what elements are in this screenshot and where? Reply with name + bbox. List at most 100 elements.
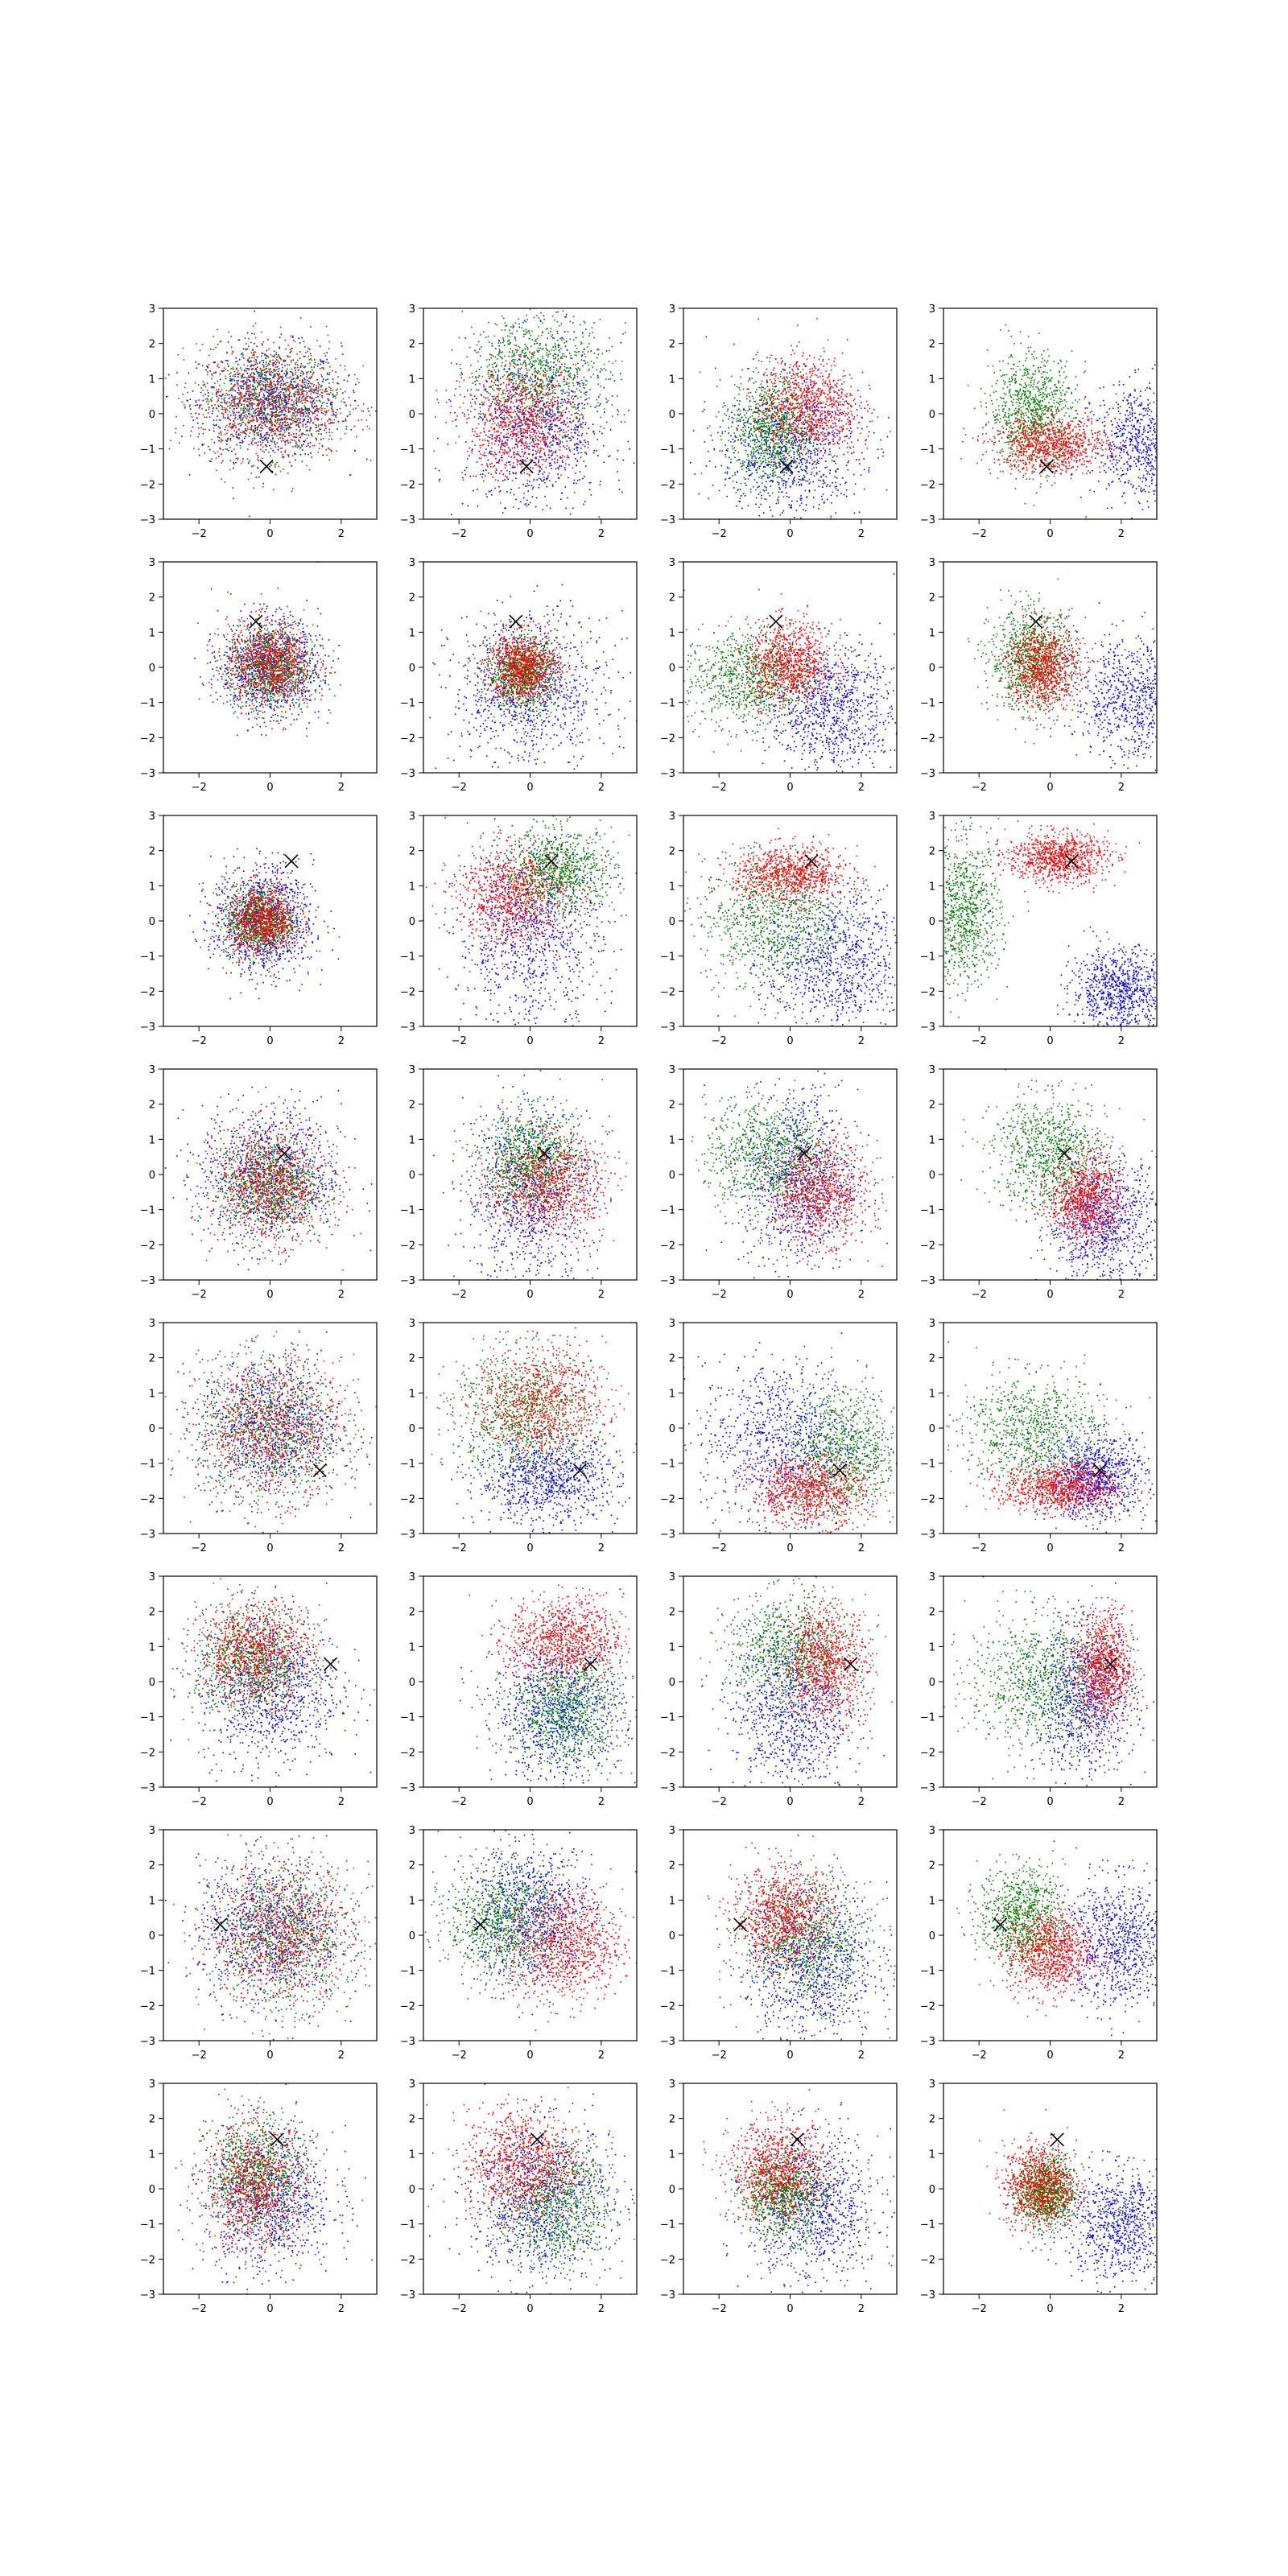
- series-blue-points: [460, 1593, 638, 1790]
- y-tick-label: −3: [140, 1275, 155, 1287]
- x-tick-label: −2: [972, 528, 987, 540]
- x-tick-label: −2: [452, 528, 467, 540]
- y-tick-label: 2: [669, 1860, 675, 1872]
- x-tick-label: −2: [972, 1035, 987, 1047]
- y-tick-label: −2: [660, 2254, 675, 2266]
- series-green-points: [999, 2146, 1091, 2238]
- series-green-points: [197, 592, 336, 732]
- y-tick-label: −3: [400, 1022, 415, 1034]
- x-tick-label: 2: [858, 1796, 865, 1808]
- y-tick-label: −3: [400, 1275, 415, 1287]
- x-tick-label: 0: [1046, 1542, 1053, 1554]
- y-tick-label: −2: [140, 733, 155, 745]
- x-tick-label: 2: [1118, 1796, 1125, 1808]
- x-tick-label: 0: [1046, 1035, 1053, 1047]
- y-tick-label: 3: [929, 303, 935, 316]
- x-tick-label: 2: [858, 782, 865, 794]
- y-tick-label: −3: [400, 514, 415, 526]
- y-tick-label: −3: [920, 2036, 935, 2048]
- x-tick-label: 2: [338, 782, 345, 794]
- series-blue-points: [430, 1826, 637, 2018]
- y-tick-label: 2: [149, 339, 155, 351]
- y-tick-label: 0: [929, 2184, 935, 2196]
- y-tick-label: −2: [400, 986, 415, 998]
- y-tick-label: 2: [929, 592, 935, 605]
- y-tick-label: 3: [669, 811, 675, 823]
- y-tick-label: −1: [140, 1459, 155, 1471]
- y-tick-label: −1: [140, 698, 155, 710]
- y-tick-label: 2: [669, 339, 675, 351]
- x-tick-label: 0: [1046, 2303, 1053, 2315]
- y-tick-label: −2: [920, 479, 935, 491]
- x-tick-label: 0: [526, 2050, 533, 2062]
- y-tick-label: 0: [929, 1423, 935, 1435]
- series-blue-points: [1032, 1841, 1161, 2037]
- y-tick-label: 0: [409, 663, 415, 675]
- y-tick-label: −3: [400, 2036, 415, 2048]
- y-tick-label: 0: [409, 1170, 415, 1182]
- y-tick-label: −3: [660, 2289, 675, 2301]
- y-tick-label: 0: [409, 1677, 415, 1689]
- x-tick-label: −2: [712, 1035, 727, 1047]
- y-tick-label: −2: [400, 479, 415, 491]
- series-red-points: [207, 588, 341, 730]
- y-tick-label: −3: [660, 1529, 675, 1541]
- y-tick-label: 3: [929, 1571, 935, 1583]
- x-marker: [791, 2133, 803, 2146]
- x-tick-label: 2: [598, 2050, 605, 2062]
- y-tick-label: −3: [920, 2289, 935, 2301]
- x-marker: [260, 460, 273, 473]
- axes-frame: [943, 1323, 1157, 1534]
- series-blue-points: [170, 1331, 378, 1534]
- y-tick-label: 2: [669, 1607, 675, 1619]
- x-tick-label: −2: [972, 782, 987, 794]
- y-tick-label: 3: [149, 1064, 155, 1076]
- y-tick-label: 1: [149, 1641, 155, 1653]
- y-tick-label: 1: [149, 1895, 155, 1907]
- y-tick-label: −3: [400, 1782, 415, 1794]
- x-tick-label: −2: [712, 1542, 727, 1554]
- y-tick-label: 0: [929, 1677, 935, 1689]
- y-tick-label: 3: [409, 2079, 415, 2091]
- y-tick-label: 2: [929, 339, 935, 351]
- y-tick-label: 1: [929, 1895, 935, 1907]
- y-tick-label: 1: [149, 1388, 155, 1400]
- x-tick-label: 2: [598, 528, 605, 540]
- y-tick-label: −3: [920, 1022, 935, 1034]
- axes-frame: [683, 815, 897, 1026]
- y-tick-label: 0: [669, 1170, 675, 1182]
- y-tick-label: −2: [140, 986, 155, 998]
- y-tick-label: 2: [149, 1100, 155, 1112]
- x-tick-label: 2: [1118, 528, 1125, 540]
- x-tick-label: −2: [452, 1289, 467, 1301]
- x-tick-label: 2: [858, 528, 865, 540]
- y-tick-label: 1: [929, 1641, 935, 1653]
- series-red-points: [734, 318, 891, 485]
- y-tick-label: −1: [920, 952, 935, 964]
- y-tick-label: −1: [400, 1712, 415, 1724]
- y-tick-label: 0: [929, 916, 935, 928]
- x-tick-label: 0: [786, 1289, 793, 1301]
- series-red-points: [469, 1584, 641, 1694]
- y-tick-label: 0: [669, 2184, 675, 2196]
- series-green-points: [956, 1850, 1087, 1986]
- axes-frame: [943, 1830, 1157, 2041]
- y-tick-label: 2: [149, 2114, 155, 2126]
- y-tick-label: 3: [669, 1318, 675, 1330]
- y-tick-label: −1: [660, 1712, 675, 1724]
- y-tick-label: 3: [149, 1571, 155, 1583]
- y-tick-label: 0: [149, 1930, 155, 1942]
- y-tick-label: 3: [929, 1825, 935, 1837]
- y-tick-label: 1: [409, 1134, 415, 1146]
- axes-frame: [943, 1069, 1157, 1280]
- y-tick-label: 3: [409, 303, 415, 316]
- y-tick-label: 1: [669, 1895, 675, 1907]
- y-tick-label: 3: [149, 2079, 155, 2091]
